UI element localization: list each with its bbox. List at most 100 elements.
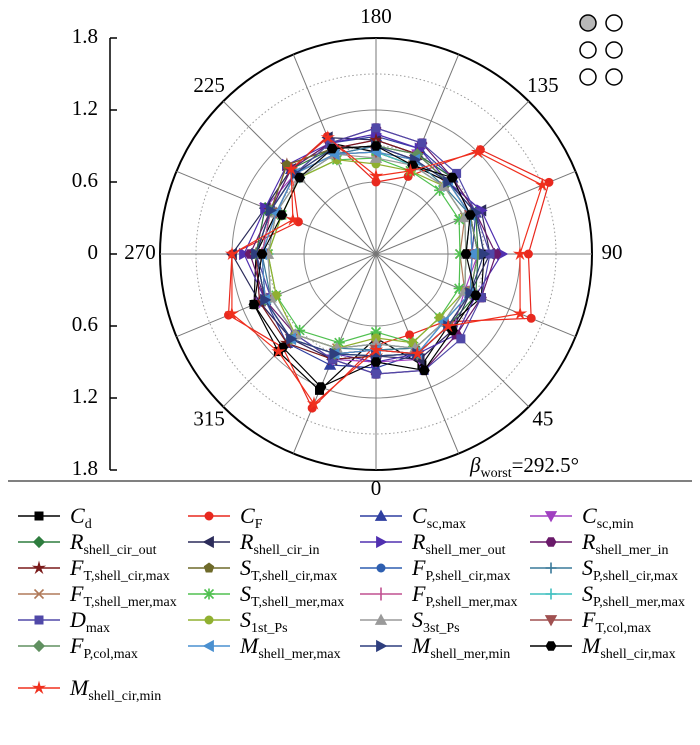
legend-name: S (240, 581, 251, 606)
legend-label: Csc,max (412, 503, 466, 532)
data-point (405, 330, 415, 340)
data-point (224, 306, 240, 320)
data-point (224, 246, 240, 261)
data-point (260, 293, 272, 307)
legend-name: S (240, 555, 251, 580)
data-point (371, 123, 381, 133)
legend-item: FT,shell_cir,max (18, 555, 170, 584)
annotation: βworst=292.5° (469, 453, 579, 481)
legend-sub: P,col,max (83, 647, 137, 662)
legend-label: Mshell_mer,min (411, 633, 510, 662)
legend-label: SP,shell_cir,max (582, 555, 678, 584)
legend-marker (32, 535, 46, 549)
legend-marker (31, 560, 47, 575)
data-point (417, 138, 427, 148)
data-point (285, 212, 301, 226)
data-point (453, 214, 465, 226)
legend-item: S3st_Ps (360, 607, 460, 636)
legend-marker (545, 588, 557, 600)
data-point (370, 141, 382, 151)
series-group (224, 123, 554, 413)
data-point (327, 354, 337, 364)
legend-label: Mshell_cir,min (69, 675, 161, 704)
legend-item: Mshell_cir,min (18, 675, 161, 704)
legend-name: S (412, 607, 423, 632)
legend-sub: P,shell_mer,max (593, 595, 685, 610)
data-point (440, 318, 456, 333)
legend-item: Rshell_mer_out (360, 529, 506, 558)
data-point (403, 163, 418, 177)
legend-label: SP,shell_mer,max (582, 581, 685, 610)
data-point (453, 282, 465, 294)
legend-item: SP,shell_mer,max (530, 581, 685, 610)
legend-name: C (582, 503, 597, 528)
legend-sub: d (85, 517, 92, 532)
data-point (283, 161, 299, 176)
legend-sub: shell_mer,max (258, 647, 340, 662)
legend-label: Rshell_cir_in (239, 529, 320, 558)
data-point (326, 143, 338, 154)
angle-tick-label: 135 (527, 73, 559, 97)
legend-item: Mshell_cir,max (530, 633, 676, 662)
legend-item: Mshell_mer,max (188, 633, 341, 662)
angle-tick-label: 45 (532, 407, 553, 431)
legend-label: FP,shell_mer,max (411, 581, 517, 610)
legend-name: M (411, 633, 432, 658)
legend-name: S (240, 607, 251, 632)
data-point (535, 177, 550, 192)
data-point (526, 313, 536, 323)
data-point (476, 293, 486, 303)
data-point (470, 144, 485, 159)
series-line (267, 157, 461, 344)
legend-label: S3st_Ps (412, 607, 460, 636)
legend-sub: shell_mer_in (595, 543, 668, 558)
data-point (329, 347, 342, 360)
legend-label: FP,shell_cir,max (411, 555, 510, 584)
legend-item: Dmax (18, 607, 110, 636)
legend-marker (376, 535, 388, 549)
legend-sub: P,shell_cir,max (425, 569, 510, 584)
legend-name: S (582, 581, 593, 606)
legend-sub: 1st_Ps (251, 621, 288, 636)
data-point (446, 172, 458, 183)
legend-marker (544, 511, 558, 523)
data-point (368, 342, 384, 357)
data-point (479, 247, 491, 261)
data-point (294, 172, 306, 183)
legend-item: Cd (18, 503, 92, 532)
legend-marker (376, 639, 388, 653)
icon-circle (579, 68, 597, 86)
legend-label: FT,shell_mer,max (69, 581, 177, 610)
legend-sub: sc,max (427, 517, 466, 532)
legend-name: F (69, 633, 84, 658)
icon-circle (605, 68, 623, 86)
legend-sub: shell_cir_out (83, 543, 156, 558)
data-point (523, 249, 533, 259)
data-point (512, 246, 528, 261)
data-point (410, 346, 425, 360)
legend-sub: T,shell_mer,max (83, 595, 176, 610)
legend-sub: T,shell_mer,max (251, 595, 344, 610)
legend-name: R (581, 529, 596, 554)
legend-item: Rshell_mer_in (530, 529, 669, 558)
legend-label: ST,shell_mer,max (240, 581, 344, 610)
y-tick-label: 0 (88, 240, 99, 264)
legend-label: Mshell_cir,max (581, 633, 676, 662)
legend-sub: P,shell_mer,max (425, 595, 517, 610)
legend-label: S1st_Ps (240, 607, 288, 636)
legend-item: SP,shell_cir,max (530, 555, 678, 584)
legend-marker (545, 562, 557, 574)
data-point (370, 357, 382, 367)
legend-name: F (581, 607, 596, 632)
angle-tick-label: 270 (124, 240, 156, 264)
legend-name: F (411, 581, 426, 606)
legend-sub: shell_cir,max (600, 647, 675, 662)
legend-label: Mshell_mer,max (239, 633, 341, 662)
legend-marker (202, 535, 214, 549)
legend-name: M (581, 633, 602, 658)
legend-name: M (239, 633, 260, 658)
y-tick-label: 0.6 (72, 168, 98, 192)
legend-name: M (69, 675, 90, 700)
legend-label: Rshell_mer_in (581, 529, 669, 558)
